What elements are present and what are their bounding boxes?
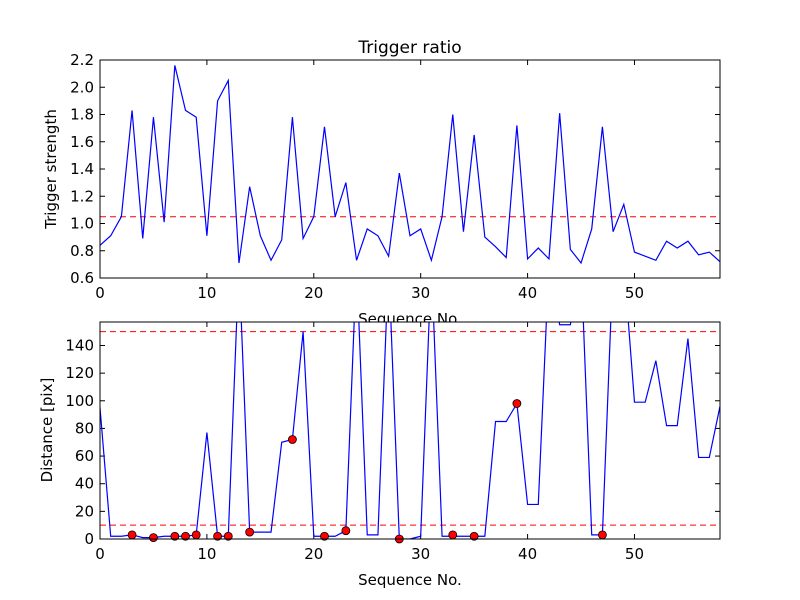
top-y-tick-label: 2.2 [70,51,94,69]
top-series [100,65,720,265]
top-series-line [100,65,720,265]
bottom-y-tick-label: 40 [75,475,94,493]
bottom-data-marker [127,530,137,540]
bottom-y-tick-label: 60 [75,447,94,465]
top-frame [99,59,721,279]
bottom-y-axis-label: Distance [pix] [38,378,56,483]
bottom-ticks: 0 10 20 30 40 50 0 20 40 60 80 100 120 140 [65,322,720,563]
bottom-data-marker [170,531,180,541]
bottom-data-marker [223,531,233,541]
bottom-data-marker [191,530,201,540]
top-ticks: 0 10 20 30 40 50 0.6 0.8 1.0 1.2 1.4 1.6 1.8 2.0 2.2 [70,51,720,302]
bottom-markers [127,399,607,544]
top-x-tick-label: 50 [625,284,644,302]
top-y-tick-label: 2.0 [70,78,94,96]
bottom-x-axis-label: Sequence No. [358,571,462,589]
top-y-tick-label: 1.0 [70,215,94,233]
bottom-data-marker [245,527,255,537]
top-x-tick-label: 40 [518,284,537,302]
top-y-tick-label: 1.4 [70,160,94,178]
bottom-data-marker [469,531,479,541]
bottom-frame [99,321,721,540]
bottom-thresholds [100,331,720,526]
bottom-data-marker [598,530,607,540]
bottom-y-tick-label: 0 [84,530,94,548]
bottom-series-line [100,322,720,539]
bottom-data-marker [341,526,351,536]
bottom-x-tick-label: 50 [625,545,644,563]
top-x-tick-label: 0 [95,284,105,302]
top-chart-title: Trigger ratio [357,38,461,58]
bottom-x-tick-label: 40 [518,545,537,563]
bottom-plot-area [100,322,720,539]
top-plot-area [100,60,720,278]
top-x-tick-label: 10 [197,284,216,302]
bottom-x-tick-label: 10 [197,545,216,563]
top-y-tick-label: 1.8 [70,106,94,124]
top-y-tick-label: 1.6 [70,133,94,151]
bottom-data-marker [512,399,522,408]
top-y-tick-label: 0.8 [70,242,94,260]
bottom-data-marker [288,435,297,444]
bottom-x-tick-label: 20 [304,545,323,563]
top-y-axis-label: Trigger strength [42,109,60,230]
top-y-tick-label: 0.6 [70,269,94,287]
top-x-tick-label: 30 [411,284,430,302]
bottom-x-tick-label: 0 [95,545,105,563]
bottom-series [100,322,720,539]
bottom-data-marker [213,531,222,541]
bottom-data-marker [448,530,458,540]
bottom-y-tick-label: 100 [65,392,94,410]
bottom-y-tick-label: 120 [65,364,94,382]
top-x-tick-label: 20 [304,284,323,302]
bottom-data-marker [181,531,190,541]
top-axes: 0 10 20 30 40 50 0.6 0.8 1.0 1.2 1.4 1.6 1.8 2.0 2.2 T… [42,38,721,328]
top-y-tick-label: 1.2 [70,187,94,205]
bottom-data-marker [320,531,329,541]
bottom-y-tick-label: 80 [75,419,94,437]
bottom-data-marker [149,533,158,543]
bottom-y-tick-label: 140 [65,336,94,354]
bottom-axes: 0 10 20 30 40 50 0 20 40 60 80 100 120 140 Sequence N… [38,321,721,589]
bottom-y-tick-label: 20 [75,502,94,520]
bottom-x-tick-label: 30 [411,545,430,563]
